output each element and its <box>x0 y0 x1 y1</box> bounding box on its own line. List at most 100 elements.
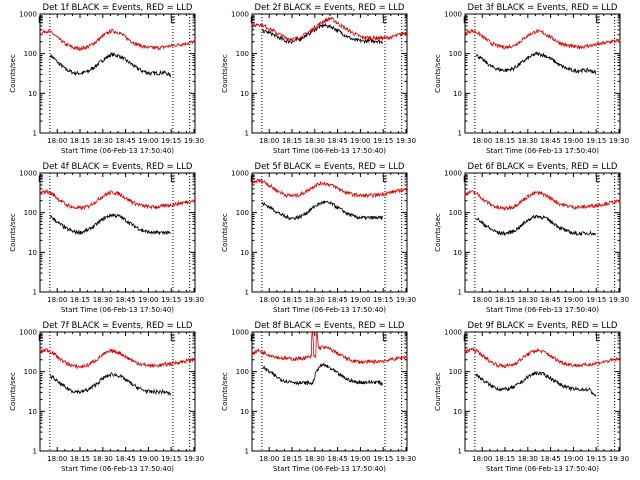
panel-det-3: Det 3f BLACK = Events, RED = LLD 1 10 100 10… <box>434 3 629 155</box>
x-tick-label: 18:45 <box>328 137 348 145</box>
x-axis-label: Start Time (06-Feb-13 17:50:40) <box>273 465 386 473</box>
x-tick-label: 19:15 <box>373 137 393 145</box>
series-line-lld <box>39 189 196 211</box>
x-tick-label: 19:15 <box>586 455 606 463</box>
plot-frame <box>39 13 196 134</box>
panel-det-1: Det 1f BLACK = Events, RED = LLD 1 10 100 10… <box>9 3 204 155</box>
series-line-lld <box>464 347 621 369</box>
y-tick-label: 1000 <box>19 11 37 19</box>
plot-frame <box>251 331 408 452</box>
y-tick-label: 10 <box>453 408 462 416</box>
series-line-events <box>262 22 384 45</box>
x-tick-label: 18:00 <box>47 296 67 304</box>
x-tick-label: 18:00 <box>472 455 492 463</box>
y-axis-label: Counts/sec <box>434 372 442 411</box>
series-line-lld <box>464 190 621 212</box>
panel-det-5: Det 5f BLACK = Events, RED = LLD 1 10 100 10… <box>221 162 416 314</box>
x-tick-label: 18:45 <box>328 455 348 463</box>
x-tick-label: 18:30 <box>518 296 538 304</box>
x-tick-label: 19:30 <box>396 296 416 304</box>
panel-title: Det 6f BLACK = Events, RED = LLD <box>468 162 618 172</box>
x-tick-label: 19:30 <box>184 296 204 304</box>
flag-e-label: E <box>463 175 469 185</box>
x-axis-label: Start Time (06-Feb-13 17:50:40) <box>486 306 599 314</box>
series-line-events <box>475 50 597 75</box>
y-axis-label: Counts/sec <box>9 213 17 252</box>
x-tick-label: 18:45 <box>541 137 561 145</box>
x-tick-label: 19:15 <box>373 455 393 463</box>
x-tick-label: 18:30 <box>518 137 538 145</box>
x-axis-label: Start Time (06-Feb-13 17:50:40) <box>273 147 386 155</box>
y-tick-label: 1000 <box>231 11 249 19</box>
panel-det-9: Det 9f BLACK = Events, RED = LLD 1 10 100 10… <box>434 321 629 473</box>
series-line-events <box>475 214 597 237</box>
y-tick-label: 10 <box>453 90 462 98</box>
y-tick-label: 1000 <box>19 170 37 178</box>
x-tick-label: 18:15 <box>495 455 515 463</box>
x-tick-label: 18:15 <box>70 137 90 145</box>
flag-e-label: E <box>382 334 388 344</box>
y-tick-label: 1000 <box>19 329 37 337</box>
x-tick-label: 19:00 <box>138 296 158 304</box>
x-tick-label: 19:00 <box>563 455 583 463</box>
series-line-events <box>50 51 172 78</box>
panel-det-7: Det 7f BLACK = Events, RED = LLD 1 10 100 10… <box>9 321 204 473</box>
y-tick-label: 1000 <box>444 11 462 19</box>
y-tick-label: 10 <box>240 249 249 257</box>
x-tick-label: 19:30 <box>609 137 629 145</box>
flag-e-label: E <box>250 175 256 185</box>
flag-e-label: E <box>382 16 388 26</box>
x-tick-label: 18:15 <box>495 137 515 145</box>
x-tick-label: 18:45 <box>116 296 136 304</box>
x-axis-label: Start Time (06-Feb-13 17:50:40) <box>61 147 174 155</box>
panel-title: Det 9f BLACK = Events, RED = LLD <box>468 321 618 331</box>
x-tick-label: 19:15 <box>373 296 393 304</box>
flag-e-label: E <box>170 175 176 185</box>
x-tick-label: 18:45 <box>116 455 136 463</box>
x-tick-label: 18:15 <box>282 296 302 304</box>
series-line-events <box>50 372 172 396</box>
y-tick-label: 1000 <box>444 329 462 337</box>
y-tick-label: 1 <box>458 130 462 138</box>
flag-e-label: E <box>38 334 44 344</box>
x-tick-label: 19:15 <box>586 296 606 304</box>
y-tick-label: 100 <box>449 368 462 376</box>
y-tick-label: 1 <box>33 448 37 456</box>
y-tick-label: 10 <box>28 408 37 416</box>
y-tick-label: 100 <box>236 368 249 376</box>
x-tick-label: 18:45 <box>541 455 561 463</box>
x-tick-label: 18:30 <box>518 455 538 463</box>
panel-title: Det 3f BLACK = Events, RED = LLD <box>468 3 618 13</box>
series-line-lld <box>465 28 621 51</box>
y-tick-label: 100 <box>24 50 37 58</box>
flag-e-label: E <box>170 16 176 26</box>
panel-det-4: Det 4f BLACK = Events, RED = LLD 1 10 100 10… <box>9 162 204 314</box>
x-tick-label: 19:15 <box>161 296 181 304</box>
x-tick-label: 18:00 <box>472 137 492 145</box>
x-tick-label: 19:30 <box>396 137 416 145</box>
y-tick-label: 100 <box>236 209 249 217</box>
flag-e-label: E <box>170 334 176 344</box>
x-tick-label: 19:00 <box>138 137 158 145</box>
panel-det-2: Det 2f BLACK = Events, RED = LLD 1 10 100 10… <box>221 3 416 155</box>
x-tick-label: 18:30 <box>93 137 113 145</box>
panel-title: Det 7f BLACK = Events, RED = LLD <box>43 321 193 331</box>
x-tick-label: 19:30 <box>184 455 204 463</box>
flag-e-label: E <box>595 334 601 344</box>
x-tick-label: 18:15 <box>282 455 302 463</box>
x-tick-label: 19:15 <box>586 137 606 145</box>
y-tick-label: 100 <box>449 50 462 58</box>
x-axis-label: Start Time (06-Feb-13 17:50:40) <box>61 465 174 473</box>
x-tick-label: 19:00 <box>350 455 370 463</box>
y-tick-label: 1 <box>245 130 249 138</box>
y-tick-label: 1000 <box>231 329 249 337</box>
x-tick-label: 19:30 <box>609 455 629 463</box>
x-axis-label: Start Time (06-Feb-13 17:50:40) <box>273 306 386 314</box>
flag-e-label: E <box>250 16 256 26</box>
x-tick-label: 19:30 <box>184 137 204 145</box>
y-axis-label: Counts/sec <box>221 54 229 93</box>
plot-frame <box>39 172 196 293</box>
series-line-lld <box>251 16 408 42</box>
y-tick-label: 1 <box>458 448 462 456</box>
panel-title: Det 5f BLACK = Events, RED = LLD <box>255 162 405 172</box>
